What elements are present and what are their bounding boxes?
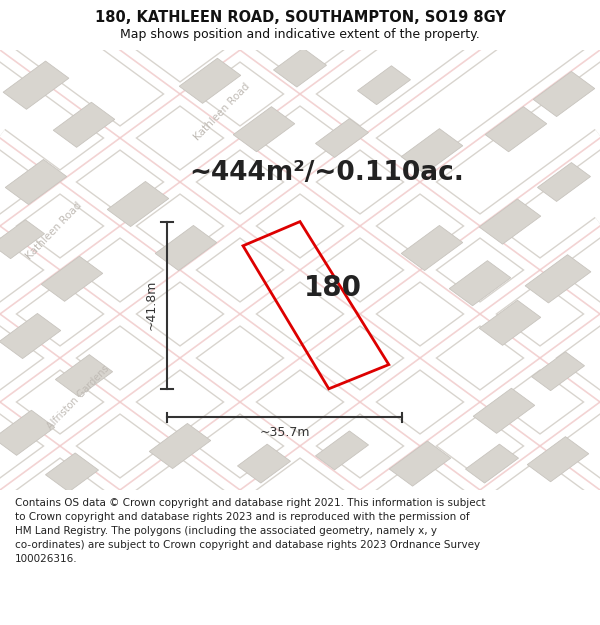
Polygon shape [55,354,113,397]
Polygon shape [179,58,241,103]
Text: Kathleen Road: Kathleen Road [192,81,252,142]
Text: Map shows position and indicative extent of the property.: Map shows position and indicative extent… [120,28,480,41]
Polygon shape [316,119,368,158]
Polygon shape [533,71,595,116]
Polygon shape [532,352,584,391]
Polygon shape [149,424,211,469]
Polygon shape [0,220,44,259]
Polygon shape [238,444,290,483]
Polygon shape [401,129,463,174]
Polygon shape [479,199,541,244]
Polygon shape [485,107,547,152]
Polygon shape [466,444,518,483]
Text: 180: 180 [304,274,362,302]
Text: 180, KATHLEEN ROAD, SOUTHAMPTON, SO19 8GY: 180, KATHLEEN ROAD, SOUTHAMPTON, SO19 8G… [95,10,505,25]
Polygon shape [473,388,535,433]
Polygon shape [525,255,591,303]
Polygon shape [46,453,98,492]
Polygon shape [389,441,451,486]
Text: Contains OS data © Crown copyright and database right 2021. This information is : Contains OS data © Crown copyright and d… [15,498,485,564]
Polygon shape [358,66,410,104]
Polygon shape [527,437,589,482]
Polygon shape [0,410,55,456]
Polygon shape [233,107,295,152]
Polygon shape [107,181,169,226]
Polygon shape [274,48,326,87]
Polygon shape [3,61,69,109]
Polygon shape [401,226,463,271]
Polygon shape [0,314,61,359]
Polygon shape [479,300,541,346]
Polygon shape [449,261,511,306]
Polygon shape [53,102,115,148]
Text: Alfriston Gardens: Alfriston Gardens [45,364,111,431]
Polygon shape [538,162,590,201]
Polygon shape [41,256,103,301]
Text: ~444m²/~0.110ac.: ~444m²/~0.110ac. [190,160,464,186]
Polygon shape [5,159,67,204]
Text: Kathleen Road: Kathleen Road [24,200,84,261]
Text: ~35.7m: ~35.7m [259,426,310,439]
Polygon shape [155,226,217,271]
Text: ~41.8m: ~41.8m [145,280,158,331]
Polygon shape [316,431,368,470]
